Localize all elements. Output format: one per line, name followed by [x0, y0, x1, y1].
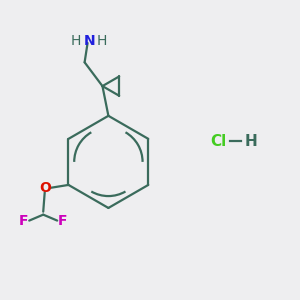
Text: H: H — [97, 34, 107, 48]
Text: O: O — [39, 181, 51, 195]
Text: H: H — [245, 134, 257, 148]
Text: N: N — [83, 34, 95, 48]
Text: F: F — [58, 214, 67, 228]
Text: F: F — [19, 214, 29, 228]
Text: H: H — [70, 34, 81, 48]
Text: Cl: Cl — [210, 134, 226, 148]
